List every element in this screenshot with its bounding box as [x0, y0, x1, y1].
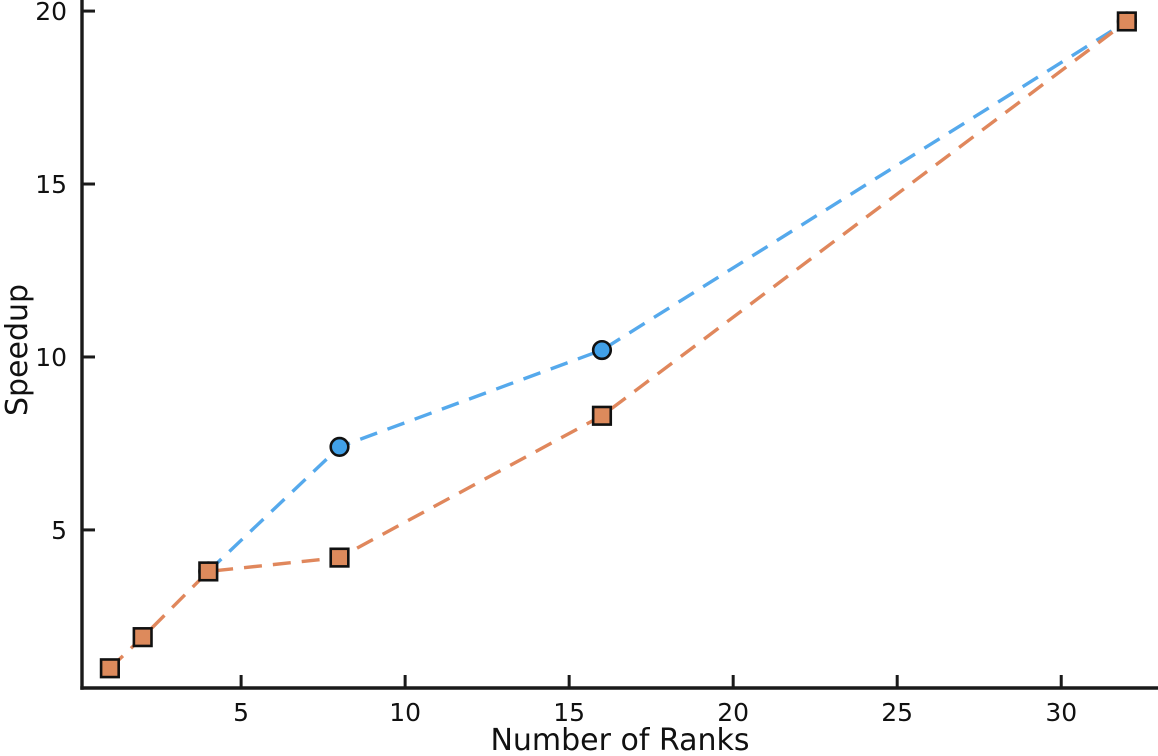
- data-point-marker: [99, 658, 120, 679]
- y-axis-title: Speedup: [0, 284, 35, 416]
- y-tick-label: 5: [51, 516, 67, 545]
- y-tick-label: 10: [35, 343, 67, 372]
- series-1-circles-line: [207, 20, 1128, 573]
- x-tick-label: 25: [881, 698, 913, 727]
- data-point-marker: [1116, 11, 1137, 32]
- x-tick-label: 30: [1045, 698, 1077, 727]
- tick-label-layer: 5 10 15 20 25 30 5 10 15 20: [35, 0, 1077, 727]
- y-tick-label: 15: [35, 170, 67, 199]
- data-point-marker: [329, 436, 350, 458]
- series-2-squares: [99, 11, 1137, 679]
- data-point-marker: [198, 561, 219, 582]
- series-layer: [99, 11, 1137, 679]
- data-point-marker: [329, 547, 350, 568]
- x-tick-label: 15: [553, 698, 585, 727]
- x-tick-label: 20: [717, 698, 749, 727]
- x-tick-label: 5: [233, 698, 249, 727]
- series-1-circles: [198, 11, 1137, 582]
- data-point-marker: [591, 339, 613, 361]
- data-point-marker: [132, 627, 153, 648]
- y-tick-label: 20: [35, 0, 67, 26]
- ticks-layer: [82, 9, 1063, 688]
- x-axis-title: Number of Ranks: [490, 723, 749, 756]
- data-point-marker: [591, 405, 613, 426]
- x-tick-label: 10: [389, 698, 421, 727]
- axes-layer: [80, 0, 1158, 690]
